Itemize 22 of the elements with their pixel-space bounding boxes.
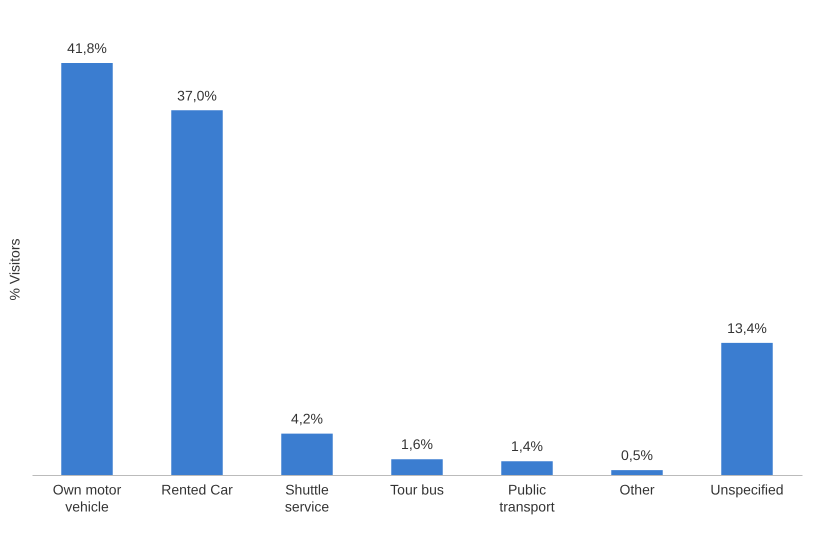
bar — [611, 470, 663, 475]
x-tick-label: Shuttle service — [284, 482, 330, 514]
x-tick-label: Public transport — [499, 482, 555, 514]
x-tick-label: Other — [619, 482, 655, 498]
bar — [281, 434, 333, 475]
data-label: 41,8% — [67, 40, 107, 56]
bar — [721, 342, 773, 475]
bar — [501, 461, 553, 475]
bar — [61, 63, 113, 475]
x-tick-label: Unspecified — [710, 482, 784, 498]
data-label: 37,0% — [177, 87, 217, 104]
x-tick-label: Tour bus — [390, 482, 444, 498]
data-label: 0,5% — [621, 447, 653, 464]
data-label: 1,4% — [511, 438, 543, 454]
x-tick-label: Rented Car — [161, 482, 234, 498]
y-axis-title: % Visitors — [6, 238, 22, 300]
bar — [171, 110, 223, 475]
data-label: 1,6% — [401, 436, 433, 452]
data-label: 4,2% — [291, 410, 323, 427]
bar — [391, 459, 443, 475]
x-tick-label: Own motor vehicle — [52, 482, 122, 514]
data-label: 13,4% — [727, 320, 767, 336]
